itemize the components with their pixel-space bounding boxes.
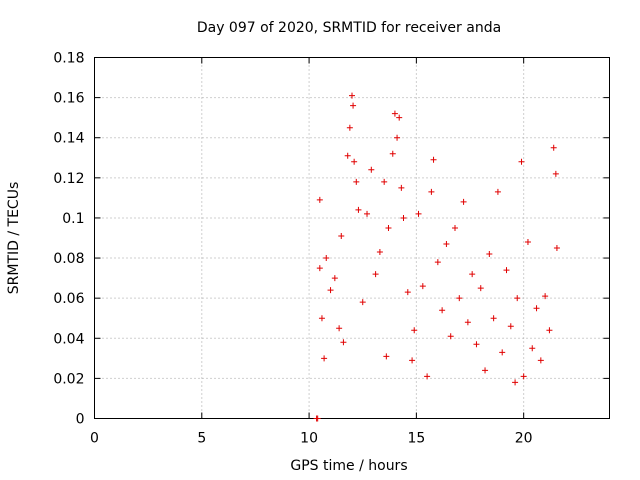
data-point — [460, 198, 467, 205]
data-point — [507, 323, 514, 330]
data-point — [542, 293, 549, 300]
data-point — [316, 196, 323, 203]
data-point — [391, 110, 398, 117]
data-point — [321, 355, 328, 362]
data-point — [353, 178, 360, 185]
data-point — [383, 353, 390, 360]
data-point — [350, 102, 357, 109]
data-point — [553, 245, 560, 252]
y-tick-label: 0.16 — [53, 91, 84, 107]
data-point — [473, 341, 480, 348]
data-point — [552, 170, 559, 177]
y-tick-label: 0.04 — [53, 331, 84, 347]
data-point — [364, 210, 371, 217]
data-point — [331, 275, 338, 282]
x-tick-label: 15 — [407, 431, 425, 447]
data-point — [351, 158, 358, 165]
data-point — [359, 299, 366, 306]
y-tick-label: 0 — [76, 412, 85, 428]
data-point — [533, 305, 540, 312]
data-point — [520, 373, 527, 380]
data-point — [447, 333, 454, 340]
y-tick-label: 0.14 — [53, 131, 84, 147]
data-point — [385, 224, 392, 231]
x-axis-label: GPS time / hours — [290, 458, 407, 474]
data-point — [336, 325, 343, 332]
data-point — [372, 271, 379, 278]
data-point — [503, 267, 510, 274]
data-point — [314, 415, 321, 422]
plot-frame — [94, 57, 610, 419]
data-point — [424, 373, 431, 380]
data-points — [313, 92, 560, 422]
data-point — [344, 152, 351, 159]
data-point — [409, 357, 416, 364]
data-point — [411, 327, 418, 334]
x-tick-labels: 0 5 10 15 20 — [90, 431, 533, 447]
data-point — [469, 271, 476, 278]
data-point — [443, 241, 450, 248]
data-point — [346, 124, 353, 131]
data-point — [546, 327, 553, 334]
data-point — [494, 188, 501, 195]
y-tick-label: 0.06 — [53, 291, 84, 307]
x-tick-label: 5 — [197, 431, 206, 447]
y-tick-label: 0.08 — [53, 251, 84, 267]
data-point — [486, 251, 493, 258]
data-point — [340, 339, 347, 346]
data-point — [464, 319, 471, 326]
data-point — [323, 255, 330, 262]
y-tick-label: 0.1 — [62, 211, 84, 227]
y-tick-label: 0.18 — [53, 51, 84, 67]
data-point — [316, 265, 323, 272]
data-point — [428, 188, 435, 195]
chart-title: Day 097 of 2020, SRMTID for receiver and… — [197, 20, 501, 36]
y-axis-label: SRMTID / TECUs — [6, 182, 22, 295]
data-point — [415, 210, 422, 217]
data-point — [537, 357, 544, 364]
data-point — [452, 224, 458, 231]
data-point — [419, 283, 426, 290]
gridlines — [94, 57, 610, 419]
y-tick-labels: 0 0.02 0.04 0.06 0.08 0.1 0.12 0.14 0.16 0.18 — [53, 51, 84, 428]
data-point — [456, 295, 463, 302]
data-point — [482, 367, 489, 374]
data-point — [398, 184, 405, 191]
y-tick-label: 0.02 — [53, 371, 84, 387]
x-tick-label: 10 — [300, 431, 318, 447]
data-point — [477, 285, 484, 292]
data-point — [514, 295, 521, 302]
data-point — [394, 134, 401, 141]
x-tick-label: 20 — [515, 431, 533, 447]
data-point — [389, 150, 396, 157]
data-point — [512, 379, 519, 386]
data-point — [529, 345, 536, 352]
data-point — [327, 287, 334, 294]
data-point — [381, 178, 388, 185]
data-point — [400, 214, 407, 221]
data-point — [550, 144, 557, 151]
data-point — [434, 259, 441, 266]
data-point — [439, 307, 446, 314]
data-point — [318, 315, 325, 322]
x-tick-label: 0 — [90, 431, 99, 447]
data-point — [524, 239, 531, 246]
data-point — [396, 114, 403, 121]
data-point — [404, 289, 411, 296]
data-point — [376, 249, 383, 256]
data-point — [355, 206, 362, 213]
data-point — [430, 156, 437, 163]
data-point — [368, 166, 375, 173]
y-tick-label: 0.12 — [53, 171, 84, 187]
data-point — [499, 349, 506, 356]
data-point — [490, 315, 497, 322]
data-point — [338, 232, 345, 239]
data-point — [518, 158, 525, 165]
tick-marks — [94, 57, 610, 419]
data-point — [349, 92, 355, 99]
